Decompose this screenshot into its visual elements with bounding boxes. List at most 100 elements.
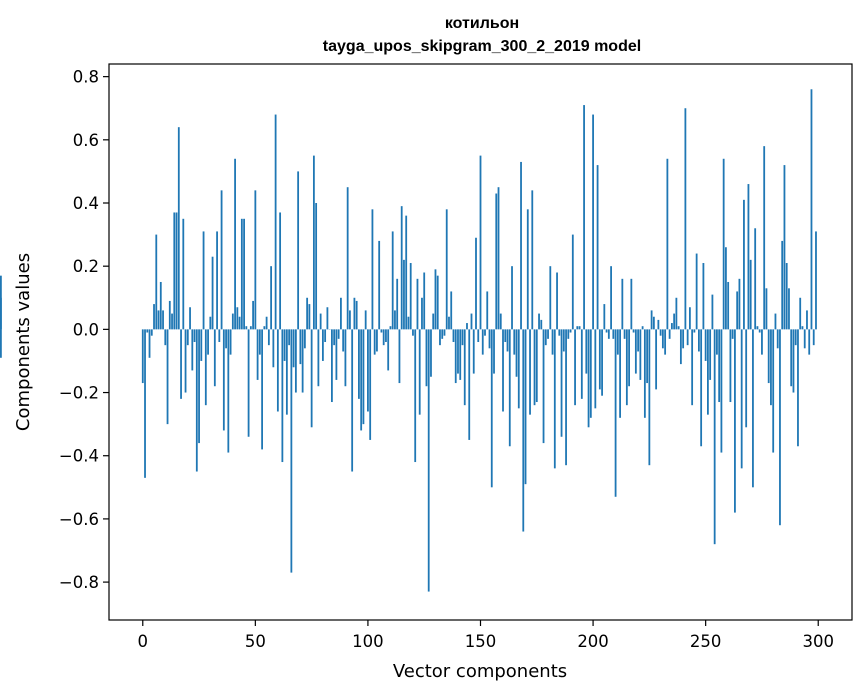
plot-frame <box>108 63 853 621</box>
bar-117 <box>405 215 408 330</box>
bar-243 <box>688 307 691 330</box>
bar-62 <box>281 329 284 463</box>
bar-212 <box>619 329 621 418</box>
bar-231 <box>661 329 664 349</box>
bar-236 <box>673 313 676 330</box>
bar-88 <box>340 297 342 330</box>
bar-125 <box>423 272 426 330</box>
bar-198 <box>587 329 590 428</box>
bar-11 <box>166 329 169 425</box>
x-tick-label: 250 <box>690 632 722 651</box>
bar-130 <box>434 269 437 330</box>
bar-127 <box>427 329 430 592</box>
bar-247 <box>698 329 700 352</box>
bar-274 <box>758 329 761 333</box>
bar-270 <box>749 259 752 330</box>
bar-94 <box>353 297 356 330</box>
bar-146 <box>470 313 473 330</box>
bar-225 <box>648 329 651 466</box>
bar-153 <box>486 291 489 330</box>
bar-201 <box>594 329 597 409</box>
bar-190 <box>569 329 572 333</box>
x-axis-label: Vector components <box>393 661 567 682</box>
bar-295 <box>806 310 808 330</box>
bar-112 <box>394 310 396 330</box>
bar-9 <box>162 310 164 330</box>
bar-67 <box>292 329 295 368</box>
bar-290 <box>794 329 797 346</box>
bar-10 <box>164 329 167 346</box>
bar-110 <box>389 326 392 330</box>
bar-33 <box>216 231 218 330</box>
bar-3 <box>148 329 151 358</box>
bar-129 <box>432 313 435 330</box>
bar-281 <box>774 313 777 330</box>
bar-278 <box>767 329 770 384</box>
bar-undefined <box>0 329 2 358</box>
bar-142 <box>461 329 464 346</box>
y-tick-label: −0.6 <box>59 510 99 529</box>
bar-237 <box>675 297 678 330</box>
bar-250 <box>704 329 707 361</box>
bar-288 <box>790 329 793 387</box>
bar-27 <box>202 231 205 330</box>
bar-209 <box>612 329 615 339</box>
bar-180 <box>547 329 549 339</box>
bar-210 <box>614 329 617 497</box>
bar-265 <box>738 278 741 330</box>
bar-15 <box>175 212 178 330</box>
bar-118 <box>407 316 410 330</box>
bar-133 <box>441 329 444 339</box>
bar-2 <box>146 329 149 333</box>
bar-234 <box>668 329 671 339</box>
bar-32 <box>213 329 216 387</box>
bar-178 <box>542 329 545 444</box>
bar-101 <box>369 329 372 440</box>
bar-66 <box>290 329 293 573</box>
bar-20 <box>186 329 189 346</box>
bar-173 <box>531 190 534 330</box>
bar-241 <box>684 108 687 330</box>
bar-81 <box>324 329 327 342</box>
bar-293 <box>801 326 804 330</box>
y-tick-label: −0.8 <box>59 573 99 592</box>
bar-238 <box>677 326 680 330</box>
bar-292 <box>799 297 802 330</box>
bar-256 <box>718 329 721 403</box>
bar-211 <box>616 329 619 355</box>
bar-35 <box>220 190 223 330</box>
bar-47 <box>247 329 250 437</box>
bar-59 <box>274 114 277 330</box>
bar-166 <box>515 329 518 377</box>
bar-22 <box>191 329 194 371</box>
bar-86 <box>335 329 338 380</box>
bar-260 <box>727 281 730 330</box>
bar-187 <box>562 329 565 352</box>
bar-151 <box>481 329 484 355</box>
y-tick-label: −0.2 <box>59 384 99 403</box>
bar-132 <box>439 329 441 346</box>
bar-252 <box>709 329 712 380</box>
bar-82 <box>326 307 329 330</box>
bar-136 <box>448 316 450 330</box>
bar-192 <box>574 329 576 406</box>
bar-113 <box>396 278 399 330</box>
bar-271 <box>752 329 754 488</box>
bar-135 <box>445 209 448 330</box>
bar-165 <box>513 329 516 355</box>
y-axis: −0.8 −0.6 −0.4 −0.2 0.0 0.2 0.4 0.6 0.8 <box>59 68 109 592</box>
bar-106 <box>380 329 383 333</box>
bar-128 <box>430 329 432 377</box>
bar-251 <box>707 329 709 415</box>
bar-107 <box>382 329 385 346</box>
bar-119 <box>409 263 412 330</box>
bar-108 <box>385 329 387 342</box>
bar-205 <box>603 304 606 330</box>
bar-161 <box>504 329 507 342</box>
bar-16 <box>177 127 180 330</box>
bar-285 <box>783 165 786 330</box>
bar-104 <box>376 329 378 352</box>
bar-89 <box>342 329 345 352</box>
bar-286 <box>785 263 788 330</box>
